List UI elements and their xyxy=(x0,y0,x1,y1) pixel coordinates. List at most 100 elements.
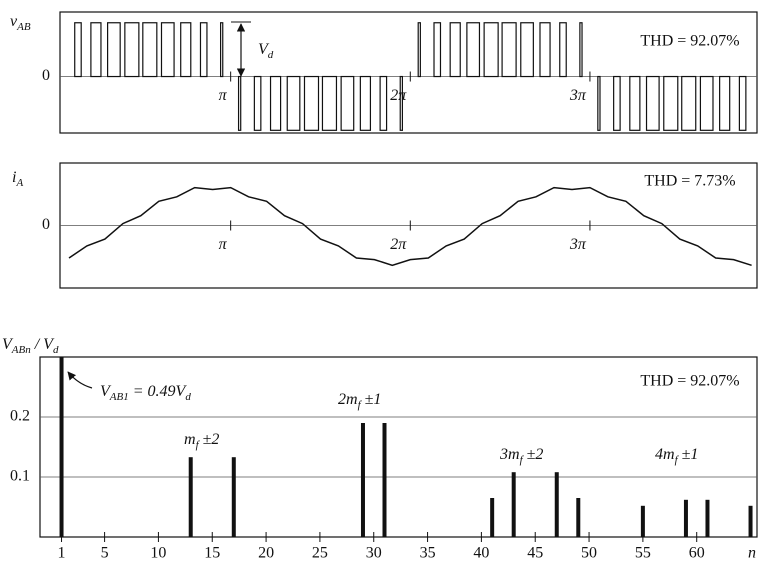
pulse xyxy=(359,75,372,131)
bar xyxy=(683,499,688,537)
label-part: V xyxy=(100,383,112,400)
x-tick-label: 35 xyxy=(420,545,436,562)
pulse xyxy=(483,22,499,78)
pulse xyxy=(417,22,421,78)
x-tick-label: 10 xyxy=(150,545,166,562)
pulse xyxy=(645,75,660,131)
label-part: V xyxy=(258,41,270,58)
pulse xyxy=(219,22,224,78)
pulse xyxy=(90,22,102,78)
pulse xyxy=(433,22,442,78)
x-tick-label: π xyxy=(219,236,228,253)
y-axis-label: iA xyxy=(12,169,23,189)
pulse xyxy=(613,75,621,131)
panel-frame xyxy=(59,11,758,134)
y-tick-label: 0.2 xyxy=(10,408,30,425)
x-tick-label: 40 xyxy=(473,545,489,562)
annotation: THD = 7.73% xyxy=(644,173,735,190)
x-tick-label: 50 xyxy=(581,545,597,562)
pulse xyxy=(379,75,388,131)
pulse xyxy=(663,75,679,131)
fundamental-arrow xyxy=(67,371,93,389)
pulse xyxy=(399,75,403,131)
x-tick-label: 25 xyxy=(312,545,328,562)
pulse xyxy=(539,22,551,78)
pulse xyxy=(303,75,320,131)
x-tick-label: π xyxy=(219,87,228,104)
bar xyxy=(576,498,581,537)
pulse xyxy=(501,22,517,78)
label-part: f xyxy=(675,454,680,466)
x-tick-label: 1 xyxy=(58,545,66,562)
pulse xyxy=(124,22,140,78)
pulse xyxy=(180,22,192,78)
pulse xyxy=(321,75,338,131)
x-tick-label: 2π xyxy=(390,236,407,253)
bar xyxy=(554,472,559,537)
bar xyxy=(748,505,753,537)
label-part: 2m xyxy=(338,391,358,408)
label-part: d xyxy=(53,344,59,356)
x-tick-label: 3π xyxy=(569,87,587,104)
label-part: 3m xyxy=(499,446,520,463)
x-tick-label: 55 xyxy=(635,545,651,562)
x-tick-label: 2π xyxy=(390,87,407,104)
y-axis-label: vAB xyxy=(10,13,31,33)
pulse xyxy=(520,22,534,78)
bar xyxy=(188,457,193,537)
y-axis-label: VABn / Vd xyxy=(2,336,59,356)
pulse xyxy=(699,75,714,131)
annotation: Vd xyxy=(258,41,274,61)
pulse xyxy=(629,75,641,131)
panel-frame xyxy=(39,356,758,538)
label-part: ±2 xyxy=(199,431,220,448)
bar xyxy=(640,505,645,537)
x-tick-label: 20 xyxy=(258,545,274,562)
annotation: 3mf ±2 xyxy=(499,446,543,466)
label-part: f xyxy=(520,454,525,466)
label-part: m xyxy=(184,431,196,448)
pulse xyxy=(160,22,175,78)
label-part: 4m xyxy=(655,446,675,463)
pulse xyxy=(253,75,262,131)
x-tick-label: 3π xyxy=(569,236,587,253)
pulse xyxy=(340,75,355,131)
x-tick-label: 30 xyxy=(366,545,382,562)
y-tick-label: 0 xyxy=(42,67,50,84)
pulse xyxy=(466,22,481,78)
label-part: ABn xyxy=(11,344,31,356)
annotation: mf ±2 xyxy=(184,431,219,451)
bar xyxy=(360,423,365,537)
pulse xyxy=(142,22,158,78)
pulse xyxy=(237,75,242,131)
x-axis-label: n xyxy=(748,545,756,562)
y-tick-label: 0 xyxy=(42,216,50,233)
annotation: 2mf ±1 xyxy=(338,391,381,411)
label-part: AB1 xyxy=(109,391,129,403)
pulse xyxy=(559,22,567,78)
label-part: d xyxy=(268,49,274,61)
pulse xyxy=(597,75,601,131)
label-part: AB xyxy=(16,21,31,33)
x-tick-label: 60 xyxy=(689,545,705,562)
label-part: v xyxy=(10,13,18,30)
pulse xyxy=(449,22,461,78)
bar xyxy=(511,472,516,537)
label-part: A xyxy=(15,177,23,189)
pulse xyxy=(719,75,731,131)
label-part: f xyxy=(358,399,363,411)
pulse xyxy=(74,22,82,78)
label-part: = 0.49 xyxy=(129,383,176,400)
bar xyxy=(382,423,387,537)
label-part: V xyxy=(176,383,188,400)
y-tick-label: 0.1 xyxy=(10,468,30,485)
bar xyxy=(705,499,710,537)
annotation: 4mf ±1 xyxy=(655,446,698,466)
annotation: THD = 92.07% xyxy=(640,33,739,50)
pulse xyxy=(269,75,282,131)
bar xyxy=(490,498,495,537)
x-tick-label: 5 xyxy=(101,545,109,562)
label-part: ±2 xyxy=(523,446,544,463)
pulse xyxy=(738,75,747,131)
